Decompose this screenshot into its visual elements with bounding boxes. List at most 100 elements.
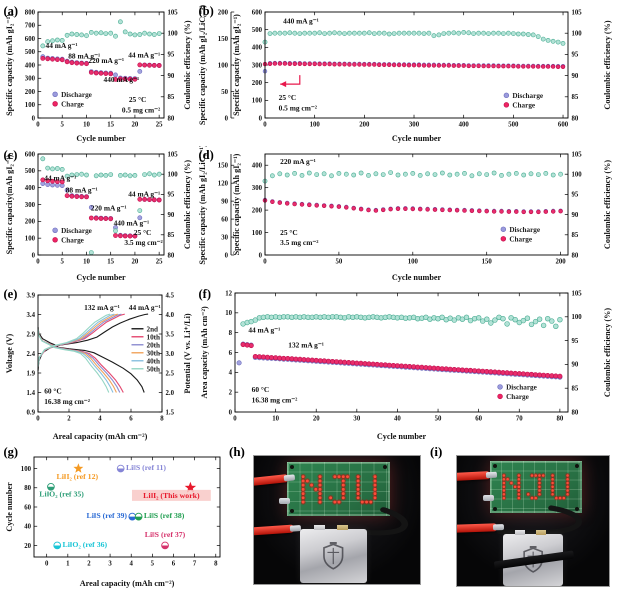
svg-text:70: 70 [516, 416, 523, 423]
svg-text:Specific capacity (mAh gI₂/LiC: Specific capacity (mAh gI₂/LiC₆⁻¹) [198, 146, 207, 265]
svg-text:6: 6 [129, 416, 133, 423]
series-charge [40, 177, 162, 239]
led-board [287, 462, 391, 517]
svg-text:4: 4 [229, 370, 233, 377]
svg-text:Areal capacity (mAh cm⁻²): Areal capacity (mAh cm⁻²) [53, 432, 148, 441]
svg-text:220 mA g⁻¹: 220 mA g⁻¹ [280, 157, 316, 166]
svg-text:80: 80 [168, 115, 175, 122]
svg-text:0: 0 [263, 259, 267, 266]
series-charge [262, 198, 563, 215]
svg-text:2.5: 2.5 [166, 370, 175, 377]
svg-text:(d): (d) [199, 148, 214, 162]
series-coulombic-efficiency [240, 314, 563, 329]
svg-text:0.9: 0.9 [27, 409, 36, 416]
svg-text:105: 105 [572, 9, 583, 16]
svg-text:3: 3 [108, 561, 112, 568]
svg-text:80: 80 [572, 115, 579, 122]
svg-text:16.38 mg cm⁻²: 16.38 mg cm⁻² [44, 397, 91, 406]
svg-text:Specific capacity (mAh gI₂⁻¹): Specific capacity (mAh gI₂⁻¹) [232, 153, 241, 255]
svg-text:85: 85 [168, 94, 175, 101]
svg-text:50th: 50th [146, 365, 160, 373]
svg-text:0: 0 [225, 115, 229, 122]
svg-text:3.0: 3.0 [166, 351, 175, 358]
svg-text:150: 150 [218, 36, 229, 43]
svg-text:3.9: 3.9 [27, 292, 36, 299]
panel-d: 0 50 100 150 200 0 100 200 300 400 80 85 90 95 100 105 C… [197, 146, 616, 283]
svg-text:132 mA g⁻¹: 132 mA g⁻¹ [84, 303, 120, 312]
svg-text:3.4: 3.4 [27, 312, 36, 319]
svg-text:5: 5 [151, 561, 155, 568]
svg-text:4: 4 [130, 561, 134, 568]
svg-text:85: 85 [572, 386, 579, 393]
alligator-clip [457, 470, 491, 481]
svg-text:3.5 mg cm⁻²: 3.5 mg cm⁻² [124, 238, 163, 247]
svg-text:15: 15 [107, 122, 114, 129]
chart-f: 0 10 20 30 40 50 60 70 80 0 2 4 6 8 10 12 80 85 90 95 100 105… [199, 287, 613, 441]
svg-text:2: 2 [87, 561, 91, 568]
panel-c: 0 5 10 15 20 25 0 100 200 300 400 500 600 80 85 90 95 100… [2, 146, 196, 283]
pouch-cell [300, 525, 367, 583]
svg-text:50: 50 [221, 89, 228, 96]
svg-text:100: 100 [252, 98, 263, 105]
svg-text:25 °C: 25 °C [280, 228, 298, 237]
svg-text:700: 700 [25, 23, 36, 30]
svg-text:200: 200 [218, 9, 229, 16]
series-coulombic-efficiency [262, 29, 566, 46]
svg-text:Cycle number: Cycle number [392, 273, 442, 282]
svg-text:220 mA g⁻¹: 220 mA g⁻¹ [88, 56, 124, 65]
svg-text:88 mA g⁻¹: 88 mA g⁻¹ [68, 52, 100, 61]
svg-text:0: 0 [36, 122, 40, 129]
svg-text:100: 100 [168, 172, 179, 179]
led-board [490, 461, 582, 514]
panel-i-label: (i) [430, 444, 443, 459]
series-coulombic-efficiency [40, 156, 162, 255]
svg-text:8: 8 [160, 416, 164, 423]
svg-text:200: 200 [252, 80, 263, 87]
svg-text:20th: 20th [146, 341, 160, 349]
svg-text:Cycle number: Cycle number [76, 134, 126, 143]
svg-text:500: 500 [25, 168, 36, 175]
panel-a: 0 5 10 15 20 25 0 100 200 300 400 500 600 700 800 80 85 9… [2, 2, 196, 144]
panel-e: 0 2 4 6 8 0.9 1.4 1.9 2.4 2.9 3.4 3.9 1.5 2.0 2.5 3.0 3.… [2, 285, 196, 442]
svg-text:44 mA g⁻¹: 44 mA g⁻¹ [129, 303, 161, 312]
svg-text:200: 200 [25, 89, 36, 96]
svg-text:(g): (g) [4, 445, 19, 459]
svg-text:Li‖O₂ (ref 36): Li‖O₂ (ref 36) [63, 540, 108, 549]
screw-icon [574, 506, 579, 511]
svg-text:Li‖S (ref 37): Li‖S (ref 37) [145, 530, 186, 539]
svg-text:44 mA g⁻¹: 44 mA g⁻¹ [248, 325, 280, 334]
svg-text:44 mA g⁻¹: 44 mA g⁻¹ [46, 41, 78, 50]
svg-text:Specific capacity (mAh gI₂/LiC: Specific capacity (mAh gI₂/LiC₆⁻¹) [198, 5, 207, 125]
svg-text:Specific capacity(mAh gI₂⁻¹): Specific capacity(mAh gI₂⁻¹) [5, 154, 14, 254]
svg-text:0: 0 [229, 409, 233, 416]
svg-text:20: 20 [313, 416, 320, 423]
svg-text:(a): (a) [4, 4, 19, 18]
svg-text:400: 400 [459, 122, 470, 129]
svg-text:60: 60 [24, 504, 31, 511]
svg-text:440 mA g⁻¹: 440 mA g⁻¹ [114, 219, 150, 228]
svg-text:Charge: Charge [509, 235, 532, 243]
screw-icon [290, 509, 295, 514]
svg-text:2: 2 [67, 416, 71, 423]
panel-h-label: (h) [229, 444, 245, 459]
svg-text:105: 105 [168, 9, 179, 16]
svg-text:85: 85 [572, 94, 579, 101]
svg-text:85: 85 [168, 232, 175, 239]
svg-text:220 mA g⁻¹: 220 mA g⁻¹ [91, 204, 127, 213]
svg-text:60 °C: 60 °C [252, 385, 270, 394]
pouch-cell [493, 530, 575, 586]
svg-text:0: 0 [45, 561, 49, 568]
svg-text:2.4: 2.4 [27, 351, 36, 358]
svg-text:95: 95 [572, 192, 579, 199]
svg-text:440 mA g⁻¹: 440 mA g⁻¹ [283, 17, 319, 26]
screw-icon [290, 465, 295, 470]
svg-text:1.5: 1.5 [166, 409, 175, 416]
svg-text:80: 80 [572, 409, 579, 416]
svg-text:Discharge: Discharge [61, 227, 92, 235]
svg-text:600: 600 [252, 9, 263, 16]
svg-text:Coulombic efficiency (%): Coulombic efficiency (%) [183, 20, 192, 109]
svg-text:300: 300 [252, 185, 263, 192]
svg-text:Charge: Charge [61, 100, 84, 108]
svg-text:2: 2 [229, 389, 233, 396]
svg-text:(e): (e) [4, 287, 18, 301]
